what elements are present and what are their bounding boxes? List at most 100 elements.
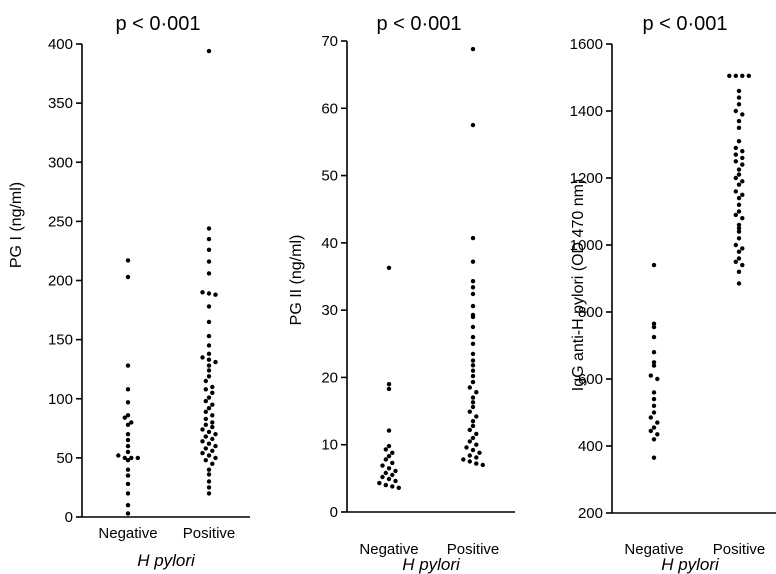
panel-pg1-point-positive (213, 443, 218, 449)
panel-pg2-point-negative (390, 472, 395, 478)
panel-pg2-ytick-label: 50 (321, 168, 338, 185)
panel-pg2-ytick-label: 10 (321, 437, 338, 454)
panel-igg-point-positive (736, 125, 742, 130)
panel-pg1-point-positive (206, 472, 212, 477)
panel-pg2-point-positive (470, 423, 476, 429)
panel-igg-ytick-label: 400 (578, 438, 603, 455)
panel-igg-point-positive (736, 172, 742, 177)
panel-igg-point-negative (651, 403, 657, 408)
panel-igg-point-positive (740, 216, 745, 221)
panel-pg1-point-positive (206, 395, 212, 400)
panel-pg2-point-positive (461, 457, 466, 462)
panel-igg-point-positive (740, 155, 745, 161)
panel-pg2-point-positive (474, 414, 479, 419)
panel-pg2-point-positive (470, 351, 476, 357)
panel-pg1-point-positive (200, 439, 205, 444)
panel-pg1-point-positive (206, 368, 212, 373)
panel-pg1-point-positive (206, 357, 212, 362)
panel-pg2-point-negative (393, 478, 398, 484)
panel-pg1-point-positive (206, 226, 212, 231)
panel-igg-point-positive (736, 229, 742, 234)
panel-pg1-point-positive (203, 434, 208, 439)
panel-pg2-point-positive (470, 447, 476, 453)
panel-pg1-point-positive (213, 432, 218, 437)
panel-igg: p < 0·001 IgG anti-H pylori (OD 470 nm) … (570, 13, 776, 574)
panel-pg1-point-positive (210, 448, 215, 453)
panel-pg1-point-positive (206, 271, 212, 276)
panel-pg2-point-positive (470, 285, 476, 290)
panel-pg1-point-positive (203, 446, 208, 451)
panel-pg2-point-positive (470, 46, 476, 52)
panel-igg-point-negative (651, 360, 657, 365)
panel-pg1-point-negative (125, 258, 131, 263)
panel-pg1-point-negative (129, 455, 134, 461)
panel-igg-point-positive (736, 88, 742, 94)
panel-pg1-point-positive (206, 343, 212, 348)
panel-igg-point-positive (727, 73, 732, 79)
panel-igg-point-positive (736, 118, 742, 124)
panel-pg1-point-positive (206, 304, 212, 309)
panel-pg1-point-positive (203, 416, 208, 422)
panel-igg-cat-positive: Positive (713, 541, 766, 558)
panel-pg2-title: p < 0·001 (376, 13, 461, 35)
panel-igg-point-negative (655, 376, 660, 382)
panel-pg2-point-positive (470, 358, 476, 363)
panel-pg1-point-positive (206, 406, 212, 411)
panel-pg2-point-positive (474, 455, 479, 460)
panel-pg1-ytick-label: 100 (48, 391, 73, 408)
panel-pg2-point-positive (464, 445, 469, 450)
panel-igg-point-negative (651, 363, 657, 368)
panel-pg2-point-negative (380, 463, 385, 468)
panel-pg1-point-positive (206, 429, 212, 435)
panel-pg1-point-positive (206, 491, 212, 496)
panel-igg-point-positive (740, 262, 745, 268)
panel-pg2-point-positive (467, 409, 472, 414)
panel-pg2-point-positive (467, 427, 472, 433)
panel-igg-point-negative (651, 262, 657, 268)
panel-igg-point-positive (736, 209, 742, 214)
panel-igg-point-negative (648, 373, 653, 378)
panel-pg1-point-negative (125, 274, 131, 280)
panel-pg1-point-negative (125, 413, 131, 418)
panel-igg-point-negative (651, 321, 657, 326)
panel-pg2-ytick-label: 30 (321, 302, 338, 319)
panel-pg1-point-positive (206, 363, 212, 368)
panel-pg1-point-positive (206, 374, 212, 379)
panel-pg1-point-negative (125, 449, 131, 455)
panel-pg1-ytick-label: 300 (48, 154, 73, 171)
panel-pg1-point-positive (210, 420, 215, 425)
panel-pg1-point-positive (206, 48, 212, 54)
panel-pg2-point-negative (383, 457, 388, 462)
panel-pg1-point-negative (125, 400, 131, 405)
panel-igg-ylabel: IgG anti-H pylori (OD 470 nm) (570, 179, 587, 392)
panel-pg2-point-positive (474, 461, 479, 466)
panel-igg-ytick-label: 1600 (570, 36, 603, 53)
panel-igg-point-positive (736, 226, 742, 231)
panel-pg2-ytick-label: 0 (330, 504, 338, 521)
panel-igg-point-positive (733, 159, 738, 164)
panel-igg-point-positive (733, 242, 738, 248)
panel-igg-point-positive (736, 249, 742, 254)
panel-pg1-point-negative (135, 455, 140, 461)
panel-pg2-point-positive (474, 442, 479, 447)
panel-pg1-point-negative (125, 443, 131, 449)
panel-pg2-point-negative (390, 484, 395, 489)
panel-pg1-point-negative (125, 467, 131, 472)
panel-igg-point-positive (733, 175, 738, 181)
panel-pg1-point-negative (125, 491, 131, 496)
panel-pg1-point-negative (125, 387, 131, 392)
panel-pg2-point-positive (480, 462, 485, 468)
panel-pg1-point-positive (213, 292, 218, 297)
panel-igg-point-positive (736, 222, 742, 228)
panel-pg1-point-positive (210, 390, 215, 395)
panel-igg-point-negative (651, 334, 657, 340)
panel-igg-title: p < 0·001 (642, 13, 727, 35)
panel-pg1-cat-positive: Positive (183, 525, 236, 542)
panel-pg2-point-positive (470, 259, 476, 264)
panel-igg-point-positive (736, 269, 742, 274)
panel-igg-point-positive (746, 73, 751, 79)
panel-pg2-point-positive (470, 363, 476, 368)
panel-pg1-point-positive (203, 398, 208, 404)
panel-igg-point-negative (651, 350, 657, 355)
panel-pg2: p < 0·001 PG II (ng/ml) Negative Positiv… (288, 13, 515, 574)
